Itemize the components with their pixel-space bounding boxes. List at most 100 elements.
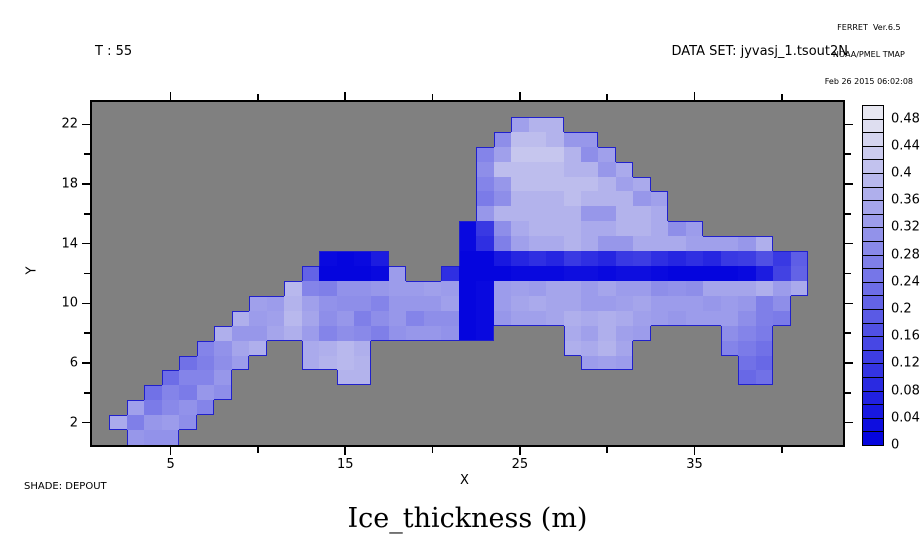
- heatmap-cell: [721, 266, 738, 281]
- heatmap-cell: [476, 206, 494, 221]
- y-axis-title: Y: [24, 266, 40, 275]
- x-axis-major-tick: [344, 92, 346, 100]
- heatmap-cell: [494, 177, 511, 191]
- colorbar-step: [862, 255, 884, 269]
- heatmap-cell: [371, 281, 389, 296]
- heatmap-cell: [616, 177, 633, 191]
- heatmap-cell: [581, 326, 598, 341]
- heatmap-cell: [738, 356, 756, 370]
- y-tick-label: 10: [61, 295, 78, 311]
- heatmap-cell: [598, 236, 616, 251]
- y-tick-label: 22: [61, 116, 78, 132]
- heatmap-cell: [424, 296, 441, 311]
- heatmap-cell: [214, 385, 232, 400]
- heatmap-cell: [249, 326, 267, 341]
- colorbar-step: [862, 404, 884, 419]
- heatmap-cell: [564, 221, 581, 236]
- colorbar-step: [862, 187, 884, 201]
- y-axis-minor-tick: [84, 332, 90, 334]
- heatmap-cell: [668, 281, 686, 296]
- heatmap-cell: [459, 221, 476, 236]
- heatmap-cell: [598, 296, 616, 311]
- heatmap-cell: [616, 236, 633, 251]
- heatmap-cell: [476, 147, 494, 162]
- x-tick-label: 15: [336, 457, 354, 472]
- heatmap-cell: [371, 311, 389, 326]
- heatmap-cell: [598, 221, 616, 236]
- heatmap-cell: [319, 326, 337, 341]
- heatmap-cell: [756, 266, 773, 281]
- heatmap-cell: [406, 311, 424, 326]
- colorbar-step: [862, 105, 884, 120]
- y-axis-major-tick: [82, 242, 90, 245]
- y-axis-major-tick: [82, 421, 90, 424]
- heatmap-cell: [494, 206, 511, 221]
- heatmap-cell: [249, 311, 267, 326]
- heatmap-cell: [721, 341, 738, 356]
- x-axis-major-tick: [344, 447, 346, 455]
- heatmap-cell: [302, 296, 319, 311]
- heatmap-cell: [249, 296, 267, 311]
- heatmap-cell: [756, 251, 773, 266]
- heatmap-cell: [633, 206, 651, 221]
- heatmap-cell: [284, 326, 302, 341]
- y-axis-major-tick: [82, 302, 90, 305]
- heatmap-cell: [476, 266, 494, 281]
- y-axis-minor-tick: [84, 153, 90, 155]
- heatmap-cell: [756, 370, 773, 385]
- colorbar-step: [862, 227, 884, 242]
- heatmap-cell: [564, 191, 581, 206]
- colorbar-label: 0.32: [891, 219, 920, 235]
- heatmap-cell: [441, 266, 459, 281]
- y-axis-minor-tick: [84, 213, 90, 215]
- heatmap-cell: [616, 356, 633, 370]
- heatmap-cell: [738, 311, 756, 326]
- colorbar-step: [862, 159, 884, 174]
- heatmap-cell: [756, 356, 773, 370]
- heatmap-cell: [476, 281, 494, 296]
- heatmap-cell: [633, 221, 651, 236]
- heatmap-cell: [546, 236, 564, 251]
- heatmap-cell: [616, 296, 633, 311]
- heatmap-cell: [668, 311, 686, 326]
- heatmap-cell: [651, 236, 668, 251]
- heatmap-cell: [651, 206, 668, 221]
- heatmap-cell: [686, 221, 703, 236]
- heatmap-cell: [564, 296, 581, 311]
- heatmap-cell: [441, 281, 459, 296]
- heatmap-cell: [529, 266, 546, 281]
- colorbar-step: [862, 431, 884, 446]
- heatmap-cell: [529, 132, 546, 147]
- x-axis-minor-tick: [781, 94, 783, 100]
- heatmap-cell: [581, 266, 598, 281]
- heatmap-cell: [354, 281, 371, 296]
- heatmap-cell: [773, 296, 791, 311]
- heatmap-cell: [406, 296, 424, 311]
- colorbar-label: 0.4: [891, 165, 912, 181]
- heatmap-cell: [476, 326, 494, 341]
- heatmap-cell: [546, 221, 564, 236]
- heatmap-cell: [598, 326, 616, 341]
- heatmap-cell: [616, 341, 633, 356]
- heatmap-cell: [529, 206, 546, 221]
- heatmap-cell: [773, 281, 791, 296]
- x-axis-minor-tick: [431, 94, 434, 100]
- heatmap-cell: [581, 356, 598, 370]
- heatmap-cell: [354, 311, 371, 326]
- heatmap-cell: [738, 251, 756, 266]
- y-axis-minor-tick: [845, 392, 851, 394]
- heatmap-cell: [756, 311, 773, 326]
- y-axis-minor-tick: [84, 392, 90, 394]
- heatmap-cell: [703, 251, 721, 266]
- heatmap-cell: [337, 356, 354, 370]
- y-axis-major-tick: [845, 302, 853, 305]
- heatmap-cell: [581, 177, 598, 191]
- heatmap-cell: [511, 162, 529, 177]
- heatmap-cell: [441, 326, 459, 341]
- heatmap-cell: [494, 251, 511, 266]
- heatmap-cell: [581, 221, 598, 236]
- heatmap-cell: [302, 266, 319, 281]
- heatmap-cell: [546, 251, 564, 266]
- heatmap-cell: [441, 296, 459, 311]
- heatmap-cell: [738, 341, 756, 356]
